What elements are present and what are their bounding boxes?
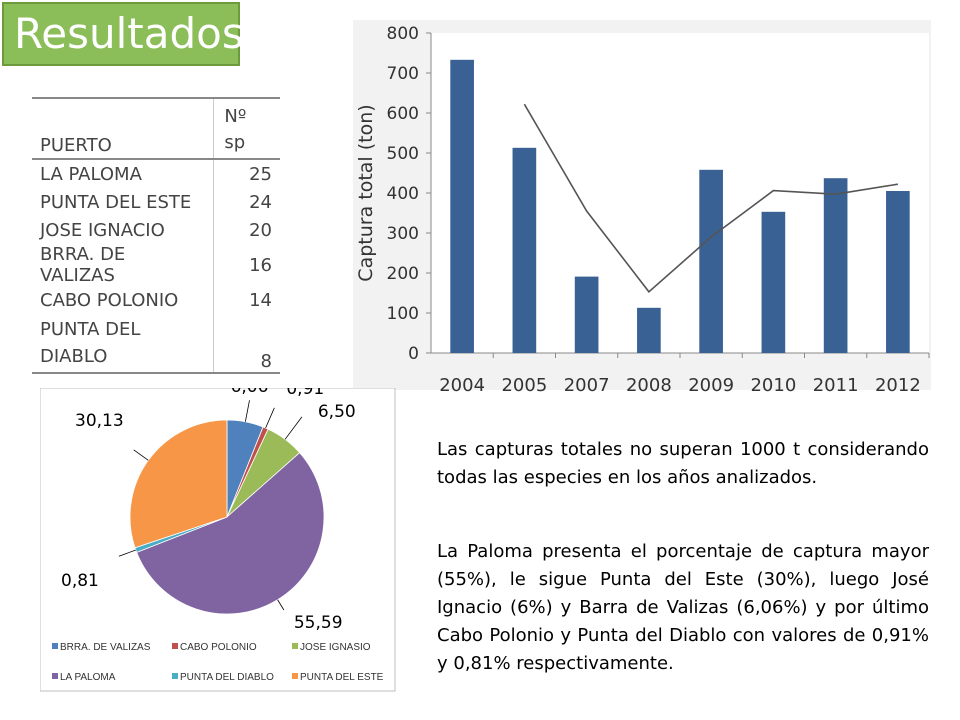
table-row: BRRA. DE VALIZAS 16 <box>32 244 280 286</box>
pie-leader-line <box>244 400 250 422</box>
legend-label: LA PALOMA <box>60 672 116 683</box>
pie-data-label: 6,50 <box>318 402 356 422</box>
capture-bar-chart: 0 100 200 300 400 500 600 700 800 Captura total (… <box>353 20 931 395</box>
table-row: PUNTA DEL ESTE 24 <box>32 188 280 216</box>
x-tick-label: 2009 <box>688 375 734 395</box>
species-count-cell: 8 <box>213 314 280 374</box>
port-cell: PUNTA DEL DIABLO <box>32 314 214 374</box>
page-title: Resultados <box>14 9 244 58</box>
y-tick-label: 400 <box>387 184 419 204</box>
legend-label: JOSE IGNASIO <box>300 642 371 653</box>
column-header-port: PUERTO <box>32 97 214 160</box>
bar-2012 <box>886 191 910 353</box>
legend-label: PUNTA DEL ESTE <box>300 672 384 683</box>
table-header-row: PUERTO Nº sp <box>32 97 280 160</box>
pie-data-label: 6,06 <box>231 388 269 397</box>
table-row: JOSE IGNACIO 20 <box>32 216 280 244</box>
x-tick-label: 2011 <box>813 375 859 395</box>
bar-2008 <box>637 307 661 353</box>
y-tick-label: 100 <box>387 304 419 324</box>
y-tick-label: 800 <box>387 24 419 44</box>
paragraph-total-captures: Las capturas totales no superan 1000 t c… <box>437 439 929 488</box>
title-banner: Resultados <box>2 2 244 66</box>
port-cell: CABO POLONIO <box>40 289 179 311</box>
x-tick-label: 2012 <box>875 375 921 395</box>
pie-leader-line <box>284 416 303 440</box>
port-species-table: PUERTO Nº sp LA PALOMA 25 PUNTA DEL ESTE 2… <box>32 97 280 374</box>
pie-leader-line <box>133 449 149 461</box>
pie-slice-la-paloma <box>136 452 325 615</box>
y-tick-label: 200 <box>387 264 419 284</box>
species-count-cell: 24 <box>213 188 280 216</box>
x-tick-label: 2008 <box>626 375 672 395</box>
pie-data-label: 0,81 <box>61 571 99 591</box>
port-share-pie-chart: 6,06 0,91 6,50 55,59 0,81 30,13 BRRA. DE VALIZ… <box>40 388 396 692</box>
x-tick-label: 2007 <box>564 375 610 395</box>
bar-2004 <box>450 59 474 354</box>
y-axis-label: Captura total (ton) <box>355 104 377 281</box>
port-cell: BRRA. DE VALIZAS <box>40 244 126 286</box>
port-cell: LA PALOMA <box>40 163 142 185</box>
y-tick-label: 500 <box>387 144 419 164</box>
bar-2009 <box>699 169 723 353</box>
y-tick-label: 300 <box>387 224 419 244</box>
x-tick-label: 2005 <box>501 375 547 395</box>
port-cell: PUNTA DEL ESTE <box>40 191 192 213</box>
legend-label: PUNTA DEL DIABLO <box>180 672 274 683</box>
bar-2010 <box>761 211 786 353</box>
x-tick-label: 2010 <box>750 375 796 395</box>
pie-slice-punta-del-este <box>129 419 228 549</box>
legend-swatch <box>52 643 58 649</box>
legend-swatch <box>292 643 298 649</box>
legend-swatch <box>172 643 178 649</box>
table-row: LA PALOMA 25 <box>32 159 280 188</box>
paragraph-port-percentages: La Paloma presenta el porcentaje de capt… <box>437 541 929 674</box>
species-count-cell: 14 <box>213 286 280 314</box>
bar-2005 <box>512 147 537 353</box>
species-count-cell: 16 <box>213 244 280 286</box>
species-count-cell: 20 <box>213 216 280 244</box>
port-cell: JOSE IGNACIO <box>40 219 165 241</box>
species-count-cell: 25 <box>213 159 280 188</box>
pie-data-label: 55,59 <box>294 613 343 633</box>
pie-leader-line <box>118 549 136 557</box>
column-header-species: Nº sp <box>213 97 280 160</box>
pie-leader-line <box>265 407 275 429</box>
y-tick-label: 0 <box>408 344 419 364</box>
table-row: CABO POLONIO 14 <box>32 286 280 314</box>
y-tick-label: 700 <box>387 64 419 84</box>
plot-area <box>431 33 929 353</box>
bar-2011 <box>823 178 848 353</box>
pie-data-label: 30,13 <box>75 411 124 431</box>
legend-swatch <box>172 673 178 679</box>
legend-label: CABO POLONIO <box>180 642 257 653</box>
column-header-species-text: Nº sp <box>224 106 247 153</box>
trend-line <box>523 103 899 293</box>
y-tick-label: 600 <box>387 104 419 124</box>
legend-swatch <box>292 673 298 679</box>
x-tick-label: 2004 <box>439 375 485 395</box>
table-row: PUNTA DEL DIABLO 8 <box>32 314 280 374</box>
legend-label: BRRA. DE VALIZAS <box>60 642 151 653</box>
pie-data-label: 0,91 <box>286 388 324 399</box>
bar-2007 <box>574 276 599 353</box>
pie-leader-line <box>277 599 285 611</box>
legend-swatch <box>52 673 58 679</box>
